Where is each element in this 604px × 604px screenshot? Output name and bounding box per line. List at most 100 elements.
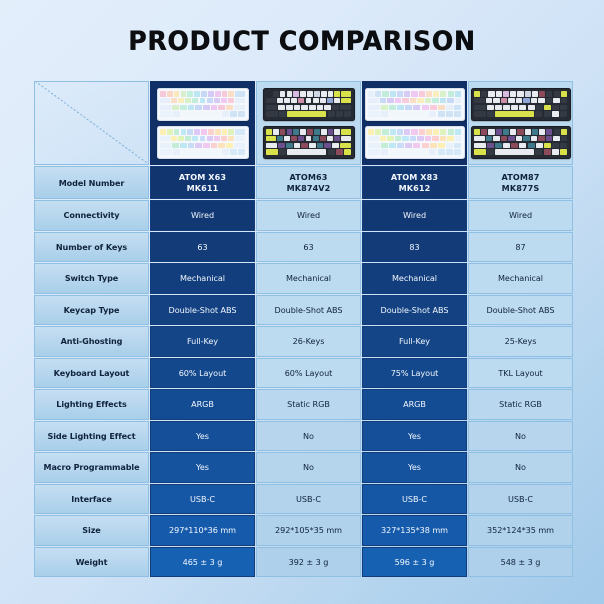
table-row-lighting-effects: Lighting Effects ARGB Static RGB ARGB St… bbox=[34, 389, 573, 420]
cell-connectivity-2: Wired bbox=[256, 200, 361, 231]
table-row-weight: Weight 465 ± 3 g 392 ± 3 g 596 ± 3 g 548… bbox=[34, 546, 573, 577]
cell-macro-programmable-3: Yes bbox=[362, 452, 467, 483]
model-line-1: ATOM87 bbox=[501, 171, 540, 182]
cell-weight-2: 392 ± 3 g bbox=[256, 546, 361, 577]
table-row-connectivity: Connectivity Wired Wired Wired Wired bbox=[34, 200, 573, 231]
table-row-switch-type: Switch Type Mechanical Mechanical Mechan… bbox=[34, 263, 573, 294]
cell-keyboard-layout-4: TKL Layout bbox=[468, 357, 573, 388]
page-title-wrap: PRODUCT COMPARISON bbox=[0, 26, 604, 57]
cell-interface-4: USB-C bbox=[468, 483, 573, 514]
cell-keyboard-layout-2: 60% Layout bbox=[256, 357, 361, 388]
table-row-keyboard-layout: Keyboard Layout 60% Layout 60% Layout 75… bbox=[34, 357, 573, 388]
cell-connectivity-4: Wired bbox=[468, 200, 573, 231]
corner-cell bbox=[34, 81, 149, 165]
cell-lighting-effects-4: Static RGB bbox=[468, 389, 573, 420]
model-line-2: MK611 bbox=[186, 182, 219, 193]
cell-side-lighting-effect-4: No bbox=[468, 420, 573, 451]
table-row-model-number: Model Number ATOM X63 MK611 ATOM63 MK874… bbox=[34, 166, 573, 199]
table-row-anti-ghosting: Anti-Ghosting Full-Key 26-Keys Full-Key … bbox=[34, 326, 573, 357]
cell-interface-2: USB-C bbox=[256, 483, 361, 514]
keyboard-image-4b bbox=[470, 125, 571, 159]
cell-connectivity-1: Wired bbox=[150, 200, 255, 231]
cell-model-number-2: ATOM63 MK874V2 bbox=[256, 166, 361, 199]
cell-side-lighting-effect-1: Yes bbox=[150, 420, 255, 451]
cell-anti-ghosting-2: 26-Keys bbox=[256, 326, 361, 357]
row-label-interface: Interface bbox=[34, 483, 149, 514]
cell-model-number-4: ATOM87 MK877S bbox=[468, 166, 573, 199]
cell-weight-1: 465 ± 3 g bbox=[150, 546, 255, 577]
cell-macro-programmable-2: No bbox=[256, 452, 361, 483]
product-image-cell-1[interactable] bbox=[150, 81, 255, 165]
keyboard-image-1b bbox=[156, 125, 249, 159]
cell-keycap-type-4: Double-Shot ABS bbox=[468, 294, 573, 325]
product-image-cell-3[interactable] bbox=[362, 81, 467, 165]
cell-switch-type-2: Mechanical bbox=[256, 263, 361, 294]
cell-size-4: 352*124*35 mm bbox=[468, 515, 573, 546]
table-row-number-of-keys: Number of Keys 63 63 83 87 bbox=[34, 231, 573, 262]
keyboard-image-3b bbox=[364, 125, 465, 159]
cell-side-lighting-effect-3: Yes bbox=[362, 420, 467, 451]
cell-anti-ghosting-3: Full-Key bbox=[362, 326, 467, 357]
keyboard-image-1a bbox=[156, 87, 249, 121]
cell-switch-type-3: Mechanical bbox=[362, 263, 467, 294]
cell-keyboard-layout-1: 60% Layout bbox=[150, 357, 255, 388]
cell-size-2: 292*105*35 mm bbox=[256, 515, 361, 546]
row-label-number-of-keys: Number of Keys bbox=[34, 231, 149, 262]
row-label-connectivity: Connectivity bbox=[34, 200, 149, 231]
row-label-weight: Weight bbox=[34, 546, 149, 577]
table-row-keycap-type: Keycap Type Double-Shot ABS Double-Shot … bbox=[34, 294, 573, 325]
model-line-2: MK612 bbox=[398, 182, 431, 193]
cell-macro-programmable-1: Yes bbox=[150, 452, 255, 483]
cell-anti-ghosting-1: Full-Key bbox=[150, 326, 255, 357]
cell-number-of-keys-2: 63 bbox=[256, 231, 361, 262]
cell-side-lighting-effect-2: No bbox=[256, 420, 361, 451]
table-row-side-lighting-effect: Side Lighting Effect Yes No Yes No bbox=[34, 420, 573, 451]
cell-size-3: 327*135*38 mm bbox=[362, 515, 467, 546]
keyboard-image-4a bbox=[470, 87, 571, 121]
keyboard-image-stack-4 bbox=[469, 82, 572, 164]
page-title: PRODUCT COMPARISON bbox=[128, 26, 476, 57]
comparison-table: Model Number ATOM X63 MK611 ATOM63 MK874… bbox=[33, 80, 574, 578]
cell-model-number-1: ATOM X63 MK611 bbox=[150, 166, 255, 199]
cell-weight-3: 596 ± 3 g bbox=[362, 546, 467, 577]
corner-diagonal-line bbox=[35, 82, 147, 164]
row-label-keyboard-layout: Keyboard Layout bbox=[34, 357, 149, 388]
cell-lighting-effects-3: ARGB bbox=[362, 389, 467, 420]
cell-number-of-keys-1: 63 bbox=[150, 231, 255, 262]
cell-interface-3: USB-C bbox=[362, 483, 467, 514]
cell-keycap-type-3: Double-Shot ABS bbox=[362, 294, 467, 325]
product-image-cell-2[interactable] bbox=[256, 81, 361, 165]
cell-model-number-3: ATOM X83 MK612 bbox=[362, 166, 467, 199]
table-row-size: Size 297*110*36 mm 292*105*35 mm 327*135… bbox=[34, 515, 573, 546]
row-label-lighting-effects: Lighting Effects bbox=[34, 389, 149, 420]
table-row-macro-programmable: Macro Programmable Yes No Yes No bbox=[34, 452, 573, 483]
cell-number-of-keys-4: 87 bbox=[468, 231, 573, 262]
cell-keyboard-layout-3: 75% Layout bbox=[362, 357, 467, 388]
cell-weight-4: 548 ± 3 g bbox=[468, 546, 573, 577]
cell-anti-ghosting-4: 25-Keys bbox=[468, 326, 573, 357]
cell-switch-type-4: Mechanical bbox=[468, 263, 573, 294]
cell-size-1: 297*110*36 mm bbox=[150, 515, 255, 546]
cell-connectivity-3: Wired bbox=[362, 200, 467, 231]
cell-lighting-effects-2: Static RGB bbox=[256, 389, 361, 420]
keyboard-image-stack-1 bbox=[151, 82, 254, 164]
table-row-interface: Interface USB-C USB-C USB-C USB-C bbox=[34, 483, 573, 514]
row-label-keycap-type: Keycap Type bbox=[34, 294, 149, 325]
keyboard-image-stack-2 bbox=[257, 82, 360, 164]
model-line-1: ATOM63 bbox=[289, 171, 328, 182]
keyboard-image-stack-3 bbox=[363, 82, 466, 164]
model-line-2: MK877S bbox=[501, 182, 540, 193]
keyboard-image-2a bbox=[262, 87, 355, 121]
row-label-model-number: Model Number bbox=[34, 166, 149, 199]
cell-number-of-keys-3: 83 bbox=[362, 231, 467, 262]
cell-interface-1: USB-C bbox=[150, 483, 255, 514]
product-image-cell-4[interactable] bbox=[468, 81, 573, 165]
row-label-anti-ghosting: Anti-Ghosting bbox=[34, 326, 149, 357]
model-line-1: ATOM X63 bbox=[178, 171, 227, 182]
keyboard-image-3a bbox=[364, 87, 465, 121]
cell-keycap-type-2: Double-Shot ABS bbox=[256, 294, 361, 325]
row-label-side-lighting-effect: Side Lighting Effect bbox=[34, 420, 149, 451]
model-line-2: MK874V2 bbox=[286, 182, 331, 193]
cell-macro-programmable-4: No bbox=[468, 452, 573, 483]
